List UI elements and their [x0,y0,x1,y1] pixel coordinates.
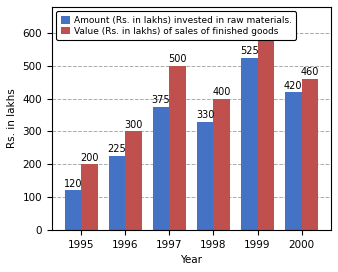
Bar [169,66,186,230]
Text: 420: 420 [284,81,303,91]
Text: 500: 500 [169,54,187,64]
Text: 330: 330 [196,110,214,120]
Y-axis label: Rs. in lakhs: Rs. in lakhs [7,88,17,148]
Bar [125,131,142,230]
Text: 460: 460 [301,67,319,78]
Bar [65,190,81,230]
Text: 525: 525 [240,46,259,56]
Bar [214,99,230,230]
Bar [197,122,214,230]
Bar [285,92,301,230]
Text: 120: 120 [64,179,82,189]
Bar [241,58,258,230]
Text: 600: 600 [257,21,275,32]
Text: 300: 300 [124,120,143,130]
Text: 200: 200 [80,153,99,163]
Bar [81,164,98,230]
Bar [108,156,125,230]
Legend: Amount (Rs. in lakhs) invested in raw materials., Value (Rs. in lakhs) of sales : Amount (Rs. in lakhs) invested in raw ma… [56,11,296,40]
Bar [153,107,169,230]
Text: 400: 400 [213,87,231,97]
Text: 375: 375 [152,95,170,105]
X-axis label: Year: Year [180,255,202,265]
Text: 225: 225 [107,144,126,154]
Bar [258,33,274,230]
Bar [301,79,318,230]
